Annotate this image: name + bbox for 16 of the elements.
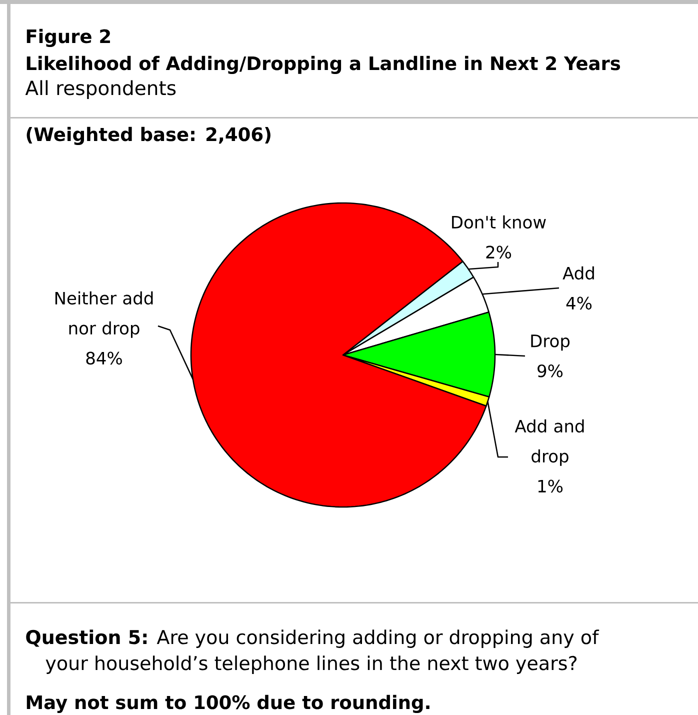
data-label: 84% [86, 352, 122, 365]
slice-label: Add and drop [514, 419, 584, 466]
data-label: 1% [538, 480, 563, 493]
slice-label: Neither add nor drop [55, 291, 153, 338]
text: May not sum to 100% due to rounding. [26, 694, 430, 713]
slice-label: Add [562, 266, 594, 280]
chart-title: Likelihood of Adding/Dropping a Landline in Next 2 Years [26, 56, 620, 74]
chart-subtitle: All respondents [25, 80, 176, 100]
slice-label: Drop [531, 334, 570, 351]
data-label: 4% [566, 296, 592, 310]
data-label: 2% [486, 246, 512, 259]
text: Question 5: Are you considering adding or dropping any of your household’s telephone lines in the next two years? [26, 630, 600, 674]
text: (Weighted base: 2,406) [26, 126, 270, 145]
data-label: 9% [538, 364, 563, 378]
slice-label: Don't know [452, 215, 546, 229]
caption: Figure 2 [26, 28, 110, 47]
